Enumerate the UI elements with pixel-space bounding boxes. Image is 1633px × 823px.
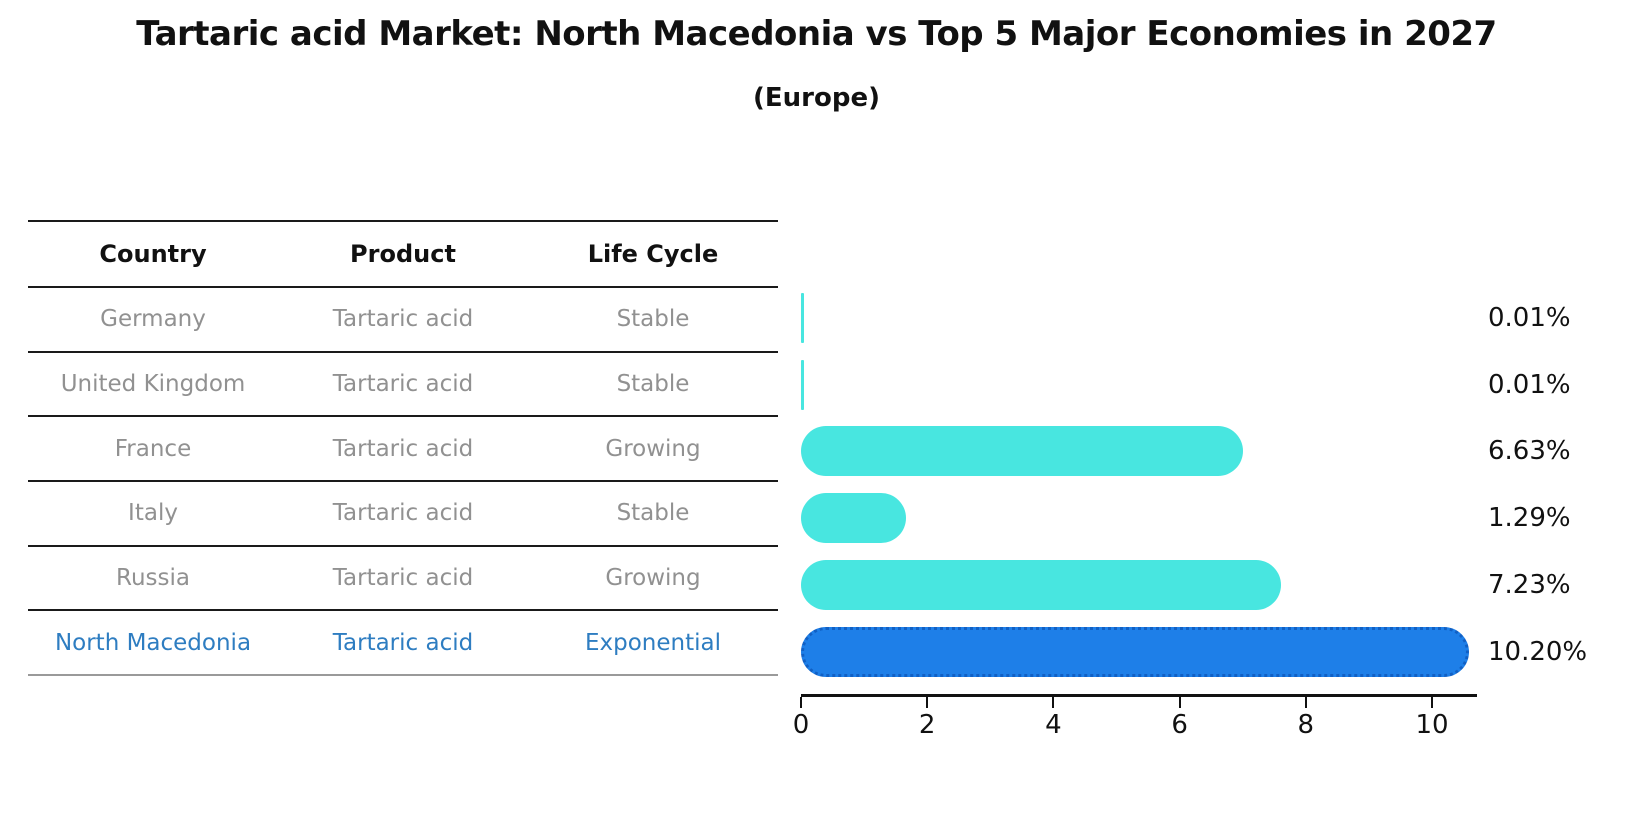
table-cell-life-cycle: Growing (605, 565, 701, 592)
x-axis-tick-label: 8 (1297, 710, 1315, 740)
table-cell-life-cycle: Stable (616, 306, 690, 333)
table-cell-product: Tartaric acid (332, 371, 474, 398)
table-row: Russia Tartaric acid Growing (28, 547, 778, 612)
table-header-cell: Product (350, 240, 456, 268)
table-header-row: Country Product Life Cycle (28, 222, 778, 288)
table-cell-product: Tartaric acid (332, 629, 474, 656)
bar-germany (801, 293, 804, 343)
x-axis-tick (1178, 697, 1181, 708)
table-cell-country: North Macedonia (54, 629, 252, 656)
table-cell-life-cycle: Growing (605, 435, 701, 462)
x-axis-tick (1052, 697, 1055, 708)
table-row: United Kingdom Tartaric acid Stable (28, 353, 778, 418)
value-label: 0.01% (1488, 303, 1571, 333)
x-axis-tick-label: 10 (1415, 710, 1449, 740)
table-cell-life-cycle: Stable (616, 371, 690, 398)
x-axis-tick (1304, 697, 1307, 708)
table-cell-country: Russia (116, 565, 190, 592)
bar-north-macedonia (801, 626, 1469, 677)
bar-france (801, 426, 1244, 477)
value-label: 7.23% (1488, 569, 1571, 600)
chart-subtitle: (Europe) (753, 83, 880, 113)
x-axis-tick (1431, 697, 1433, 708)
table-cell-life-cycle: Stable (616, 500, 690, 527)
x-axis-line (801, 694, 1478, 697)
x-axis-tick (800, 697, 802, 708)
value-label: 0.01% (1488, 369, 1571, 400)
x-axis-tick (926, 697, 929, 708)
table-cell-product: Tartaric acid (332, 306, 474, 333)
chart-title: Tartaric acid Market: North Macedonia vs… (136, 14, 1497, 54)
table-row: Germany Tartaric acid Stable (28, 288, 778, 353)
table-cell-country: Germany (100, 306, 206, 333)
x-axis-tick-label: 6 (1171, 710, 1188, 740)
table-cell-country: France (114, 435, 192, 462)
x-axis-tick-label: 4 (1045, 710, 1062, 740)
table-cell-product: Tartaric acid (332, 565, 474, 592)
value-label: 1.29% (1488, 503, 1571, 534)
table-header-cell: Life Cycle (587, 240, 719, 268)
table-row: North Macedonia Tartaric acid Exponential (28, 611, 778, 677)
table-cell-product: Tartaric acid (332, 500, 474, 527)
country-table: Country Product Life Cycle Germany Tartaric … (28, 220, 778, 677)
value-label: 10.20% (1488, 636, 1588, 667)
table-cell-country: Italy (128, 500, 178, 527)
x-axis-tick-label: 2 (918, 710, 936, 740)
table-cell-product: Tartaric acid (332, 435, 474, 462)
bar-united-kingdom (801, 359, 804, 410)
table-header-cell: Country (99, 240, 207, 268)
bar-italy (801, 493, 907, 544)
table-cell-country: United Kingdom (60, 371, 246, 398)
table-cell-life-cycle: Exponential (584, 629, 721, 656)
table-row: France Tartaric acid Growing (28, 417, 778, 483)
x-axis-tick-label: 0 (792, 710, 810, 740)
table-row: Italy Tartaric acid Stable (28, 482, 778, 547)
value-label: 6.63% (1488, 436, 1571, 467)
bar-russia (801, 559, 1282, 610)
